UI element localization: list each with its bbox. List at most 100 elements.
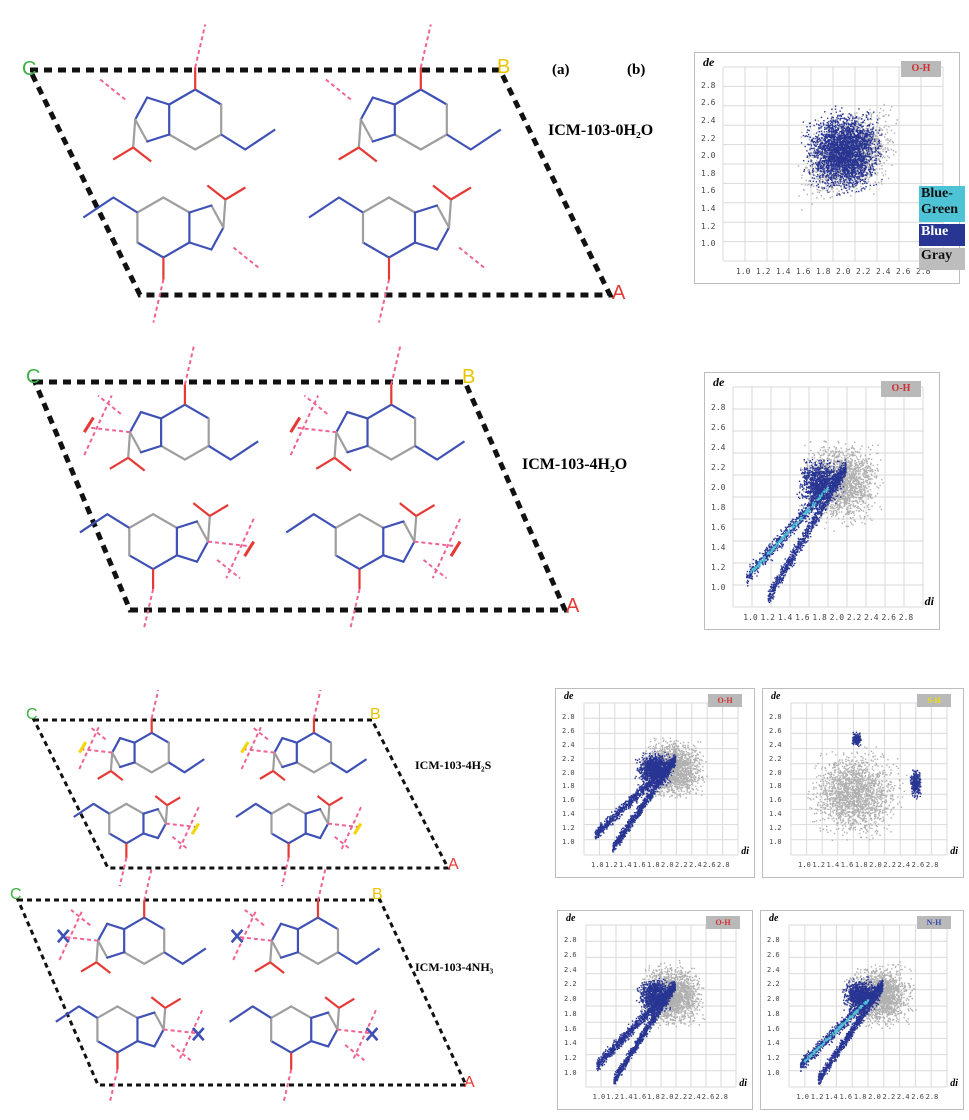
di-tick-label: 1.2: [761, 613, 775, 622]
di-tick-label: 1.8: [647, 1093, 660, 1101]
di-tick-label: 1.4: [776, 267, 790, 276]
de-tick-label: 2.0: [562, 769, 575, 777]
molecule: [232, 868, 380, 974]
de-tick-label: 2.6: [564, 951, 577, 959]
de-tick-label: 1.4: [769, 810, 782, 818]
de-axis-label: de: [564, 691, 573, 702]
unit-cell-diagram-3: [0, 700, 540, 880]
de-tick-label: 1.2: [562, 824, 575, 832]
cell-axis-label-c: C: [22, 58, 36, 81]
di-tick-label: 2.4: [688, 1093, 701, 1101]
molecule: [79, 690, 204, 780]
de-tick-label: 2.6: [711, 423, 725, 432]
di-tick-label: 1.8: [647, 861, 660, 869]
di-tick-label: 2.6: [703, 861, 716, 869]
di-tick-label: 1.4: [619, 861, 632, 869]
de-axis-label: de: [566, 913, 575, 924]
di-tick-label: 2.0: [869, 861, 882, 869]
fingerprint-scatter: [556, 689, 754, 877]
crystal-panel-4: C B A ICM-103-4NH₃: [0, 880, 540, 1115]
de-tick-label: 2.8: [767, 936, 780, 944]
di-tick-label: 1.0: [798, 861, 811, 869]
molecule: [84, 345, 258, 470]
crystal-name-3: ICM-103-4H₂S: [415, 758, 491, 773]
de-axis-label: de: [703, 55, 714, 70]
cell-axis-label-c: C: [10, 886, 22, 904]
fingerprint-scatter: [705, 373, 939, 629]
di-tick-label: 1.6: [839, 1093, 852, 1101]
contact-type-badge: O-H: [881, 381, 921, 397]
di-tick-label: 1.2: [756, 267, 770, 276]
de-tick-label: 1.6: [767, 1025, 780, 1033]
de-tick-label: 1.8: [769, 782, 782, 790]
de-tick-label: 2.2: [564, 980, 577, 988]
di-tick-label: 1.2: [606, 1093, 619, 1101]
cell-axis-label-b: B: [462, 366, 475, 389]
unit-cell-outline: [18, 900, 466, 1085]
de-axis-label: de: [769, 913, 778, 924]
panel-tag-b: (b): [627, 62, 645, 79]
de-tick-label: 1.2: [767, 1054, 780, 1062]
di-tick-label: 1.8: [812, 613, 826, 622]
di-tick-label: 2.4: [876, 267, 890, 276]
de-tick-label: 2.4: [562, 741, 575, 749]
di-tick-label: 2.4: [689, 861, 702, 869]
de-tick-label: 2.4: [711, 443, 725, 452]
di-tick-label: 2.6: [881, 613, 895, 622]
de-tick-label: 1.0: [711, 583, 725, 592]
molecule: [58, 868, 206, 974]
de-tick-label: 2.4: [769, 741, 782, 749]
di-tick-label: 2.2: [883, 1093, 896, 1101]
de-tick-label: 1.6: [564, 1025, 577, 1033]
molecule: [80, 503, 254, 628]
de-tick-label: 1.0: [562, 838, 575, 846]
de-tick-label: 1.6: [711, 523, 725, 532]
de-tick-label: 1.0: [701, 239, 715, 248]
molecule: [230, 997, 378, 1103]
di-tick-label: 1.0: [743, 613, 757, 622]
unit-cell-outline: [35, 382, 565, 610]
de-tick-label: 1.6: [701, 186, 715, 195]
contact-type-badge: O-H: [706, 916, 740, 929]
de-tick-label: 1.4: [767, 1039, 780, 1047]
panel-tag-a: (a): [552, 62, 570, 79]
molecule: [83, 186, 258, 323]
de-tick-label: 2.2: [767, 980, 780, 988]
di-tick-label: 2.2: [856, 267, 870, 276]
de-tick-label: 2.2: [701, 134, 715, 143]
cell-axis-label-b: B: [372, 886, 383, 904]
de-tick-label: 2.6: [767, 951, 780, 959]
de-tick-label: 1.2: [701, 222, 715, 231]
di-tick-label: 1.0: [591, 861, 604, 869]
de-tick-label: 1.2: [564, 1054, 577, 1062]
de-tick-label: 1.2: [711, 563, 725, 572]
molecule: [100, 25, 275, 162]
unit-cell-outline: [34, 720, 448, 868]
unit-cell-outline: [30, 70, 610, 295]
di-tick-label: 2.6: [912, 861, 925, 869]
di-tick-label: 1.0: [796, 1093, 809, 1101]
legend-item-blue: Blue: [919, 224, 965, 246]
contact-type-badge: N-H: [917, 916, 951, 929]
cell-axis-label-c: C: [26, 706, 38, 724]
de-tick-label: 1.4: [711, 543, 725, 552]
cell-axis-label-a: A: [612, 282, 625, 305]
de-tick-label: 1.0: [769, 838, 782, 846]
de-tick-label: 1.8: [564, 1010, 577, 1018]
legend-item-blue-green: Blue-Green: [919, 186, 965, 222]
unit-cell-diagram-4: [0, 880, 540, 1115]
de-tick-label: 2.4: [767, 966, 780, 974]
de-tick-label: 2.6: [562, 727, 575, 735]
de-tick-label: 2.4: [564, 966, 577, 974]
di-tick-label: 2.8: [715, 1093, 728, 1101]
di-tick-label: 1.0: [736, 267, 750, 276]
molecule: [309, 186, 484, 323]
di-tick-label: 2.6: [911, 1093, 924, 1101]
di-tick-label: 2.4: [897, 861, 910, 869]
molecule: [236, 796, 361, 886]
de-tick-label: 2.8: [562, 713, 575, 721]
